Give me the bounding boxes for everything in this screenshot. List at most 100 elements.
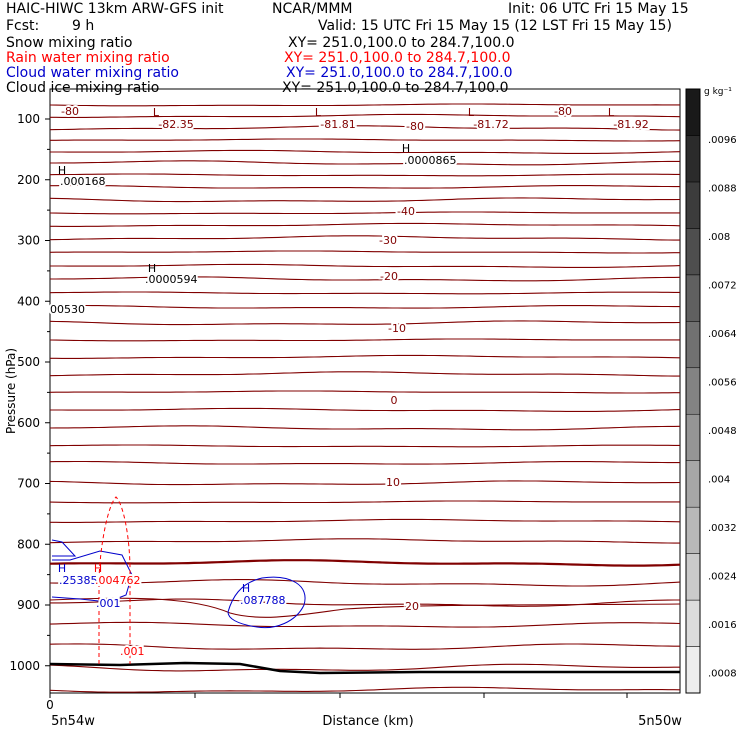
colorbar-tick-label: .0072 [708,281,737,292]
temperature-contour [49,173,680,177]
field-rain: Rain water mixing ratio [6,50,170,66]
temperature-contour [49,425,681,431]
temperature-contour [49,480,681,486]
plot-frame [49,88,681,694]
temperature-contour [49,211,680,215]
field-cloud-ice: Cloud ice mixing ratio [6,80,160,96]
colorbar-unit-label: g kg⁻¹ [704,87,732,97]
y-tick-label: 900 [17,598,40,612]
temperature-contour [49,686,681,693]
terrain-line [49,661,680,675]
low-value-label: -81.72 [473,118,508,131]
contour-label-minus80: -80 [61,105,79,118]
annotation-value: .000168 [60,175,106,188]
field-cloud-ice-xy: XY= 251.0,100.0 to 284.7,100.0 [282,80,509,96]
rain-water-contour [98,496,131,664]
colorbar-segment [685,553,701,601]
colorbar-segment [685,181,701,229]
y-tick-label: 800 [17,537,40,551]
colorbar-segment [685,413,701,461]
x-end-label: 5n50w [638,714,682,729]
temperature-contour [49,291,680,295]
temperature-contour [49,444,680,448]
annotation-value: .001 [120,645,145,658]
colorbar-tick-label: .0048 [708,426,737,437]
colorbar-segment [685,321,701,369]
low-symbol: L [468,106,475,119]
high-symbol: H [402,142,410,155]
temperature-contour [50,113,681,118]
y-tick-label: 400 [17,294,40,308]
y-tick-label: 500 [17,355,40,369]
colorbar-tick-label: .0088 [708,184,737,195]
temperature-contour [50,407,681,412]
contour-label-minus40: -40 [397,205,415,218]
temperature-contour [50,149,681,154]
temperature-contour [50,222,681,227]
colorbar-tick-label: .008 [708,232,730,243]
low-value-label: -81.81 [320,118,355,131]
y-axis-label: Pressure (hPa) [4,348,18,434]
colorbar-frame [685,88,701,694]
colorbar-segment [685,367,701,415]
annotation-value: 00530 [50,303,85,316]
y-tick-label: 700 [17,477,40,491]
contour-label-minus80: -80 [554,105,572,118]
temperature-contour [49,371,680,377]
contour-label-20: 20 [405,600,419,613]
temperature-contour [50,160,680,166]
temperature-contour [49,559,681,567]
x-start-label: 5n54w [51,714,95,729]
temperature-contour [49,304,680,309]
temperature-contour [50,184,680,189]
high-symbol: H [148,262,156,275]
y-tick-label: 600 [17,416,40,430]
annotation-value: .253853 [59,574,105,587]
cloud-water-contour [51,550,133,603]
high-symbol: H [58,562,66,575]
high-symbol: H [94,562,102,575]
temperature-contour [49,197,681,203]
init-time: Init: 06 UTC Fri 15 May 15 [508,1,689,17]
annotation-value: .087788 [240,594,286,607]
contour-label-10: 10 [386,476,400,489]
temperature-contour [49,390,680,394]
colorbar-tick-label: .0016 [708,620,737,631]
field-cloud-water-xy: XY= 251.0,100.0 to 284.7,100.0 [286,65,513,81]
colorbar-segment [685,228,701,276]
temperature-contour [49,597,681,618]
colorbar-tick-label: .0024 [708,572,737,583]
low-symbol: L [153,106,160,119]
x-axis-label: Distance (km) [322,714,413,729]
y-tick-label: 1000 [9,659,40,673]
high-symbol: H [58,164,66,177]
field-snow-xy: XY= 251.0,100.0 to 284.7,100.0 [288,35,515,51]
cloud-water-contour [227,576,306,629]
colorbar-segment [685,506,701,554]
temperature-contour [49,460,680,465]
colorbar-tick-label: .0032 [708,523,737,534]
temperature-contour [49,579,681,587]
temperature-contour [49,103,680,107]
temperature-contour [49,338,680,342]
contour-label-minus30: -30 [379,234,397,247]
field-rain-xy: XY= 251.0,100.0 to 284.7,100.0 [284,50,511,66]
temperature-contour [49,250,680,254]
annotation-value: .004762 [95,574,141,587]
temperature-contour [49,621,681,628]
colorbar-segment [685,599,701,647]
valid-time: Valid: 15 UTC Fri 15 May 15 (12 LST Fri … [318,18,672,34]
field-cloud-water: Cloud water mixing ratio [6,65,179,81]
temperature-contour [49,663,680,672]
temperature-contour [50,354,681,359]
annotation-value: .0000865 [404,154,457,167]
x-tick-label: 0 [46,698,54,712]
contour-label-0: 0 [391,394,398,407]
low-value-label: -82.35 [158,118,193,131]
colorbar-segment [685,646,701,694]
temperature-contour [50,263,681,268]
contour-label-minus80: -80 [406,120,424,133]
temperature-contour [50,276,681,282]
temperature-contour [49,235,680,241]
